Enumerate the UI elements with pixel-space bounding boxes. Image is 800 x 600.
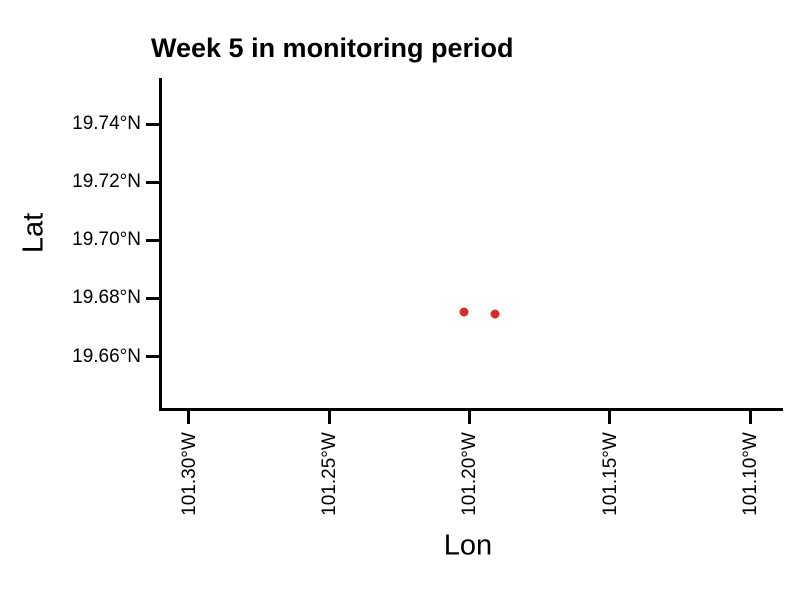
y-tick-label: 19.72°N <box>72 171 141 193</box>
x-axis-spine <box>159 408 783 411</box>
x-axis-label: Lon <box>443 529 493 562</box>
x-tick-label: 101.15°W <box>599 432 621 516</box>
x-tick-mark <box>327 411 331 424</box>
chart-title: Week 5 in monitoring period <box>151 33 514 63</box>
x-tick-mark <box>187 411 191 424</box>
x-tick-mark <box>467 411 471 424</box>
y-axis-label: Lat <box>17 212 50 254</box>
x-tick-label: 101.30°W <box>178 432 200 516</box>
y-tick-mark <box>146 238 159 242</box>
y-tick-label: 19.66°N <box>72 345 141 367</box>
y-tick-mark <box>146 122 159 126</box>
x-tick-mark <box>608 411 612 424</box>
data-point <box>490 309 500 319</box>
y-tick-label: 19.70°N <box>72 229 141 251</box>
x-tick-label: 101.10°W <box>740 432 762 516</box>
y-axis-spine <box>159 78 162 411</box>
y-tick-mark <box>146 355 159 359</box>
x-tick-label: 101.20°W <box>459 432 481 516</box>
x-tick-mark <box>748 411 752 424</box>
y-tick-mark <box>146 180 159 184</box>
y-tick-label: 19.68°N <box>72 287 141 309</box>
x-tick-label: 101.25°W <box>319 432 341 516</box>
y-tick-label: 19.74°N <box>72 113 141 135</box>
y-tick-mark <box>146 296 159 300</box>
data-point <box>459 307 469 317</box>
